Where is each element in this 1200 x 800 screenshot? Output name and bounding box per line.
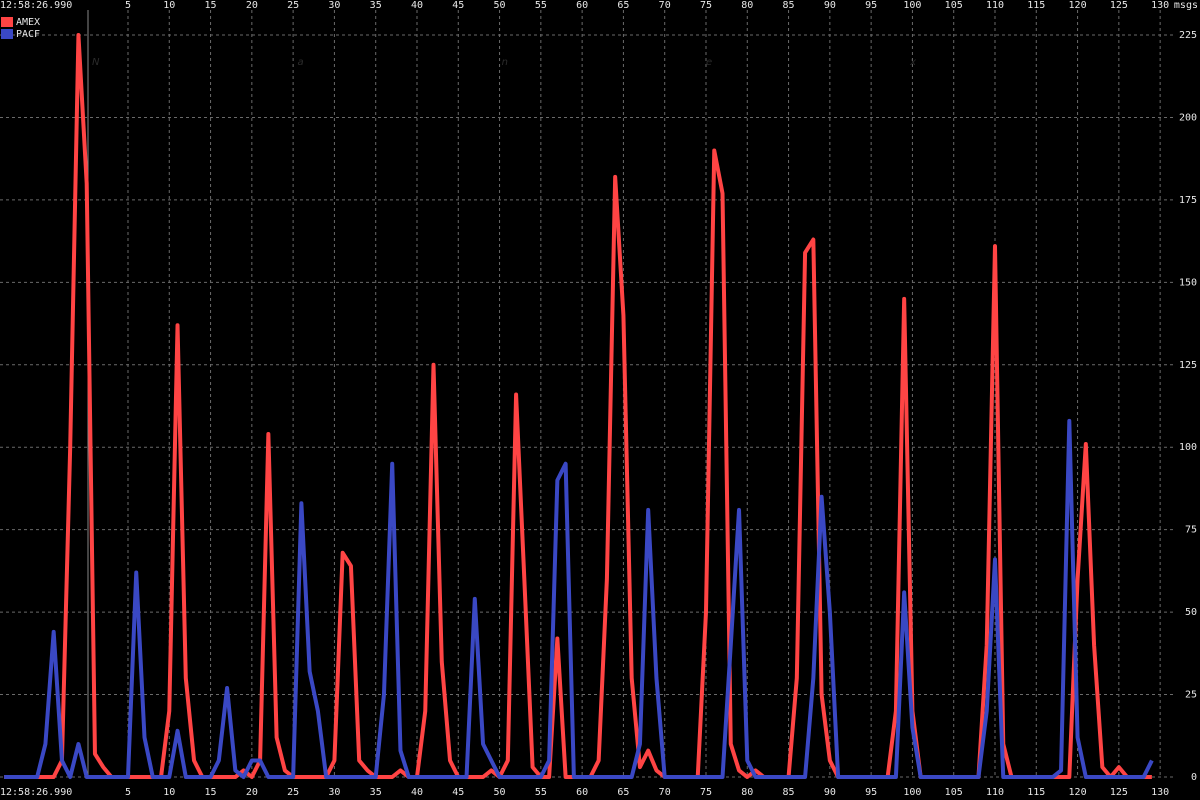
x-tick-label: 60: [576, 787, 588, 798]
legend-label: AMEX: [16, 17, 40, 28]
x-tick-label: 65: [617, 0, 629, 11]
x-tick-label: 120: [1069, 787, 1087, 798]
x-tick-label: 120: [1069, 0, 1087, 11]
x-tick-label: 30: [328, 0, 340, 11]
legend-label: PACF: [16, 29, 40, 40]
x-tick-label: 10: [163, 787, 175, 798]
y-tick-label: 0: [1191, 772, 1197, 783]
x-tick-label: 105: [945, 787, 963, 798]
x-tick-label: 80: [741, 0, 753, 11]
y-tick-label: 175: [1179, 195, 1197, 206]
x-tick-label: 80: [741, 787, 753, 798]
x-tick-label: 75: [700, 787, 712, 798]
x-tick-label: 20: [246, 0, 258, 11]
x-tick-label: 20: [246, 787, 258, 798]
x-tick-label: 90: [824, 0, 836, 11]
x-tick-label: 50: [494, 787, 506, 798]
x-tick-label: 85: [783, 0, 795, 11]
x-tick-label: 45: [452, 787, 464, 798]
legend-swatch: [1, 29, 13, 39]
y-tick-label: 150: [1179, 277, 1197, 288]
watermark: Nanex: [92, 57, 1114, 68]
x-tick-label: 25: [287, 787, 299, 798]
x-tick-label: 55: [535, 0, 547, 11]
time-label-bottom: 12:58:26.990: [0, 787, 72, 798]
x-tick-label: 5: [125, 787, 131, 798]
y-unit: msgs: [1174, 0, 1198, 11]
x-tick-label: 130: [1151, 787, 1169, 798]
x-tick-label: 125: [1110, 0, 1128, 11]
y-tick-label: 225: [1179, 30, 1197, 41]
x-tick-label: 125: [1110, 787, 1128, 798]
x-tick-label: 35: [370, 0, 382, 11]
x-tick-label: 10: [163, 0, 175, 11]
x-tick-label: 110: [986, 0, 1004, 11]
x-tick-label: 60: [576, 0, 588, 11]
x-tick-label: 30: [328, 787, 340, 798]
y-tick-label: 50: [1185, 607, 1197, 618]
x-tick-label: 40: [411, 787, 423, 798]
x-tick-label: 15: [205, 787, 217, 798]
x-tick-label: 40: [411, 0, 423, 11]
y-tick-label: 125: [1179, 360, 1197, 371]
x-tick-label: 70: [659, 787, 671, 798]
x-tick-label: 130: [1151, 0, 1169, 11]
x-tick-label: 50: [494, 0, 506, 11]
x-tick-label: 85: [783, 787, 795, 798]
x-tick-label: 95: [865, 787, 877, 798]
x-tick-label: 115: [1027, 0, 1045, 11]
y-tick-label: 100: [1179, 442, 1197, 453]
x-tick-label: 90: [824, 787, 836, 798]
y-tick-label: 200: [1179, 112, 1197, 123]
x-tick-label: 70: [659, 0, 671, 11]
x-tick-label: 100: [903, 0, 921, 11]
x-tick-label: 110: [986, 787, 1004, 798]
y-tick-label: 25: [1185, 690, 1197, 701]
x-tick-label: 75: [700, 0, 712, 11]
x-tick-label: 65: [617, 787, 629, 798]
x-tick-label: 105: [945, 0, 963, 11]
data-line: [4, 418, 1154, 779]
x-tick-label: 35: [370, 787, 382, 798]
x-tick-label: 115: [1027, 787, 1045, 798]
x-tick-label: 45: [452, 0, 464, 11]
x-tick-label: 55: [535, 787, 547, 798]
legend-swatch: [1, 17, 13, 27]
x-tick-label: 15: [205, 0, 217, 11]
time-label-top: 12:58:26.990: [0, 0, 72, 11]
x-tick-label: 25: [287, 0, 299, 11]
x-tick-label: 100: [903, 787, 921, 798]
y-tick-label: 75: [1185, 525, 1197, 536]
x-tick-label: 5: [125, 0, 131, 11]
x-tick-label: 95: [865, 0, 877, 11]
